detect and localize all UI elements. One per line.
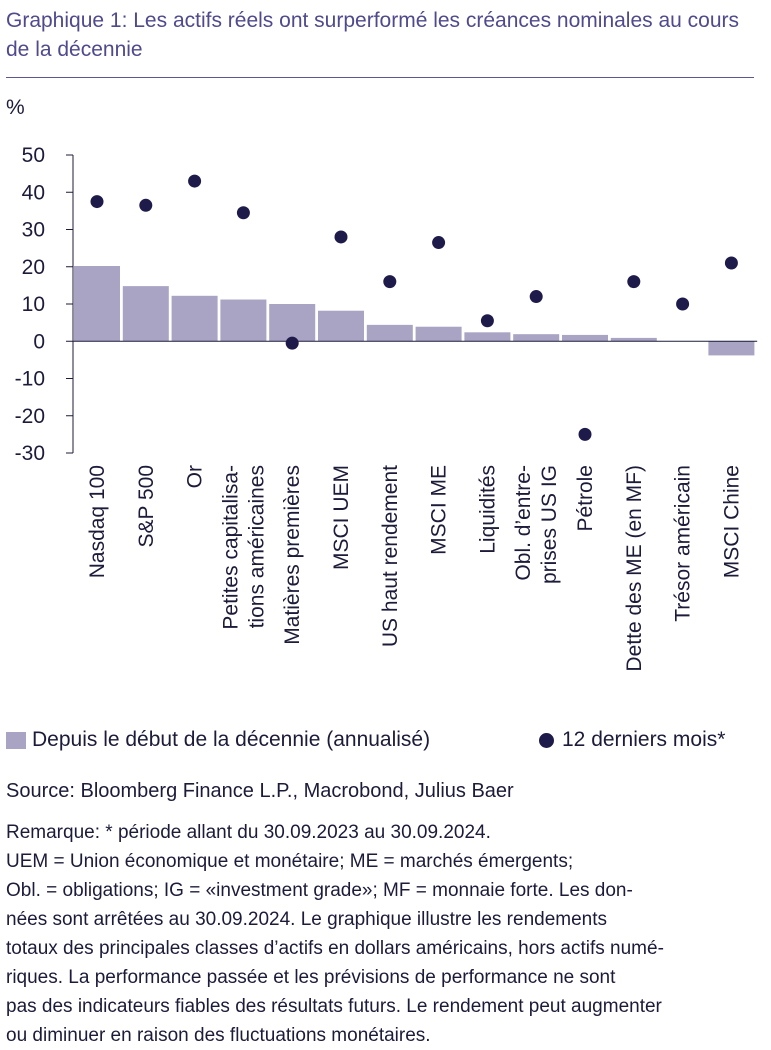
x-category-label: Trésor américain [672, 465, 695, 622]
bar [513, 334, 560, 342]
remark-line: ou diminuer en raison des fluctuations m… [6, 1025, 431, 1046]
remark-line: UEM = Union économique et monétaire; ME … [6, 851, 574, 872]
bar [171, 295, 218, 342]
y-tick-label: 30 [22, 219, 45, 242]
legend-dot-label: 12 derniers mois* [562, 728, 726, 751]
legend-bar-swatch [6, 731, 26, 749]
dot-point [529, 290, 543, 304]
x-category-label: Liquidités [476, 465, 499, 554]
x-category-label: MSCI UEM [330, 465, 353, 570]
dot-point [285, 336, 299, 350]
x-category-label: Nasdaq 100 [86, 465, 109, 578]
y-tick-label: -20 [15, 405, 45, 428]
x-category-label: prises US IG [538, 465, 561, 584]
y-tick-label: 20 [22, 256, 45, 279]
remark-line: Remarque: * période allant du 30.09.2023… [6, 822, 491, 843]
remark-line: nées sont arrêtées au 30.09.2024. Le gra… [6, 909, 608, 930]
y-tick-label: -10 [15, 368, 45, 391]
legend-dot-marker [539, 732, 554, 748]
y-tick-label: 0 [33, 330, 45, 353]
bar [269, 304, 316, 342]
x-category-label: Or [184, 465, 207, 488]
y-axis-unit-label: % [6, 96, 25, 119]
dot-point [480, 314, 494, 328]
remark-line: pas des indicateurs fiables des résultat… [6, 996, 662, 1017]
x-category-label: MSCI Chine [720, 465, 743, 578]
x-category-label: tions américaines [245, 465, 268, 628]
bar [464, 332, 511, 342]
bar [74, 266, 120, 342]
remark-text: Remarque: * période allant du 30.09.2023… [6, 818, 766, 1050]
remark-line: Obl. = obligations; IG = «investment gra… [6, 880, 633, 901]
chart-title: Graphique 1: Les actifs réels ont surper… [6, 9, 740, 61]
dot-point [676, 297, 690, 311]
dot-point [432, 236, 446, 250]
bar [318, 310, 364, 342]
bar [415, 326, 462, 342]
y-tick-label: -30 [15, 442, 45, 465]
x-category-label: Obl. d’entre- [512, 465, 535, 581]
remark-line: totaux des principales classes d’actifs … [6, 938, 664, 959]
bar [708, 341, 755, 356]
x-category-label: S&P 500 [135, 465, 158, 548]
bar [366, 324, 413, 342]
bar [610, 337, 657, 342]
bar-and-dot-chart: 50 40 30 20 10 0 -10 -20 -30 Nasdaq 100 S&P 500 Or P… [15, 144, 758, 672]
bar [220, 299, 267, 342]
y-tick-label: 50 [22, 144, 45, 167]
dot-point [383, 275, 397, 289]
dot-point [139, 198, 153, 212]
dot-point [578, 427, 592, 441]
y-tick-label: 40 [22, 181, 45, 204]
dot-point [724, 256, 738, 270]
remark-line: riques. La performance passée et les pré… [6, 967, 616, 988]
x-category-label: US haut rendement [379, 465, 402, 647]
y-tick-label: 10 [22, 293, 45, 316]
dot-point [334, 230, 348, 244]
legend-dots: 12 derniers mois* [539, 728, 725, 752]
legend-bars: Depuis le début de la décennie (annualis… [6, 728, 430, 752]
x-category-label: Matières premières [281, 465, 304, 645]
x-category-label: MSCI ME [428, 465, 451, 555]
dot-point [90, 195, 104, 209]
dot-point [236, 206, 250, 220]
source-text: Source: Bloomberg Finance L.P., Macrobon… [6, 780, 514, 802]
title-divider [6, 77, 754, 78]
x-category-label: Pétrole [574, 465, 597, 532]
x-category-label: Petites capitalisa- [219, 465, 242, 630]
dot-point [627, 275, 641, 289]
dot-point [188, 174, 202, 188]
bar [562, 334, 608, 342]
bar [122, 286, 169, 342]
x-category-label: Dette des ME (en MF) [623, 465, 646, 672]
legend-bar-label: Depuis le début de la décennie (annualis… [32, 728, 431, 751]
